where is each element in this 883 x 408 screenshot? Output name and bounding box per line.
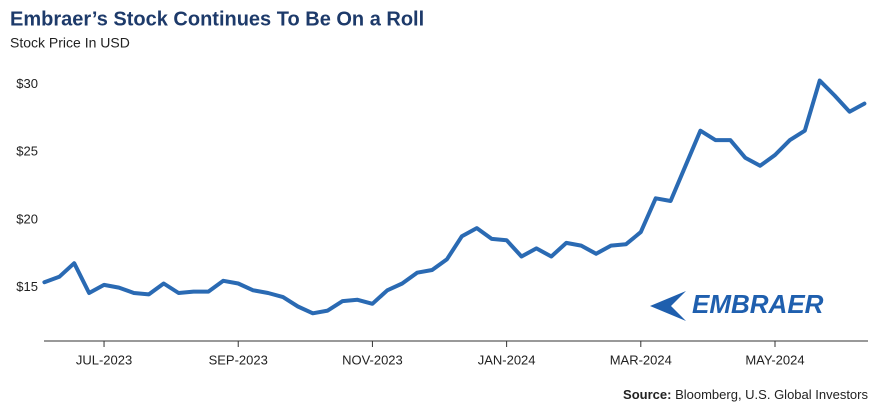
source: Source: Bloomberg, U.S. Global Investors <box>623 387 868 402</box>
logo: EMBRAER <box>650 289 824 321</box>
chart-title: Embraer’s Stock Continues To Be On a Rol… <box>10 8 424 30</box>
x-tick-label: NOV-2023 <box>342 352 403 367</box>
price-line <box>42 78 867 316</box>
logo-text: EMBRAER <box>692 289 824 319</box>
y-tick-label: $25 <box>16 144 38 159</box>
y-tick-label: $30 <box>16 76 38 91</box>
x-tick-label: MAR-2024 <box>610 352 672 367</box>
y-tick-label: $15 <box>16 279 38 294</box>
chart-subtitle: Stock Price In USD <box>10 35 130 51</box>
x-tick-label: JUL-2023 <box>76 352 132 367</box>
x-tick-label: JAN-2024 <box>478 352 536 367</box>
source-label: Source: <box>623 387 671 402</box>
source-text: Bloomberg, U.S. Global Investors <box>675 387 868 402</box>
y-tick-label: $20 <box>16 211 38 226</box>
logo-mark <box>650 291 686 321</box>
x-tick-label: SEP-2023 <box>209 352 268 367</box>
x-tick-label: MAY-2024 <box>745 352 804 367</box>
